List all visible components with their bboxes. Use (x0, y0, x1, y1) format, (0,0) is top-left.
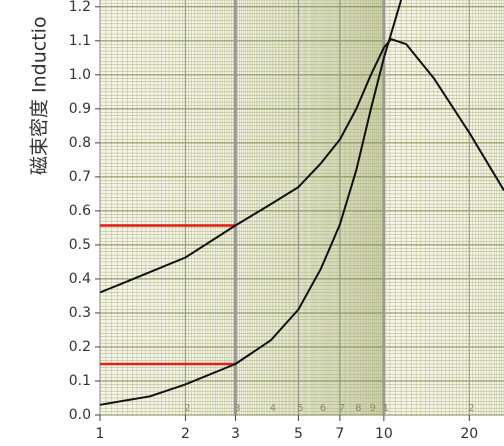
paper-label: 2 (184, 403, 190, 414)
x-tick-label: 20 (460, 426, 478, 442)
x-tick-label: 1 (96, 426, 105, 442)
y-tick-label: 1.1 (69, 33, 91, 49)
curve (99, 38, 504, 294)
y-tick-label: 0.8 (69, 135, 91, 151)
paper-label: 6 (320, 403, 326, 414)
y-tick-label: 0.6 (69, 203, 91, 219)
paper-label: 2 (468, 403, 474, 414)
y-tick-label: 1.2 (69, 0, 91, 15)
x-tick-label: 10 (375, 426, 393, 442)
paper-label: 1 (383, 403, 389, 414)
paper-label: 8 (355, 403, 361, 414)
paper-label: 7 (339, 403, 345, 414)
y-tick-label: 0.1 (69, 373, 91, 389)
y-tick-label: 1.0 (69, 67, 91, 83)
y-tick-label: 0.0 (69, 407, 91, 423)
y-axis-label: 磁束密度 Inductio (29, 16, 51, 175)
paper-label: 3 (234, 403, 240, 414)
paper-label: 9 (370, 403, 376, 414)
y-tick-label: 0.7 (69, 169, 91, 185)
x-tick-label: 5 (294, 426, 303, 442)
x-tick-label: 3 (231, 426, 240, 442)
x-tick-label: 2 (181, 426, 190, 442)
paper-label: 5 (297, 403, 303, 414)
y-tick-label: 0.4 (69, 271, 91, 287)
paper-label: 4 (270, 403, 276, 414)
y-tick-label: 0.9 (69, 101, 91, 117)
y-tick-label: 0.3 (69, 305, 91, 321)
curve (99, 0, 403, 406)
y-tick-label: 0.2 (69, 339, 91, 355)
x-tick-label: 7 (335, 426, 344, 442)
y-tick-label: 0.5 (69, 237, 91, 253)
